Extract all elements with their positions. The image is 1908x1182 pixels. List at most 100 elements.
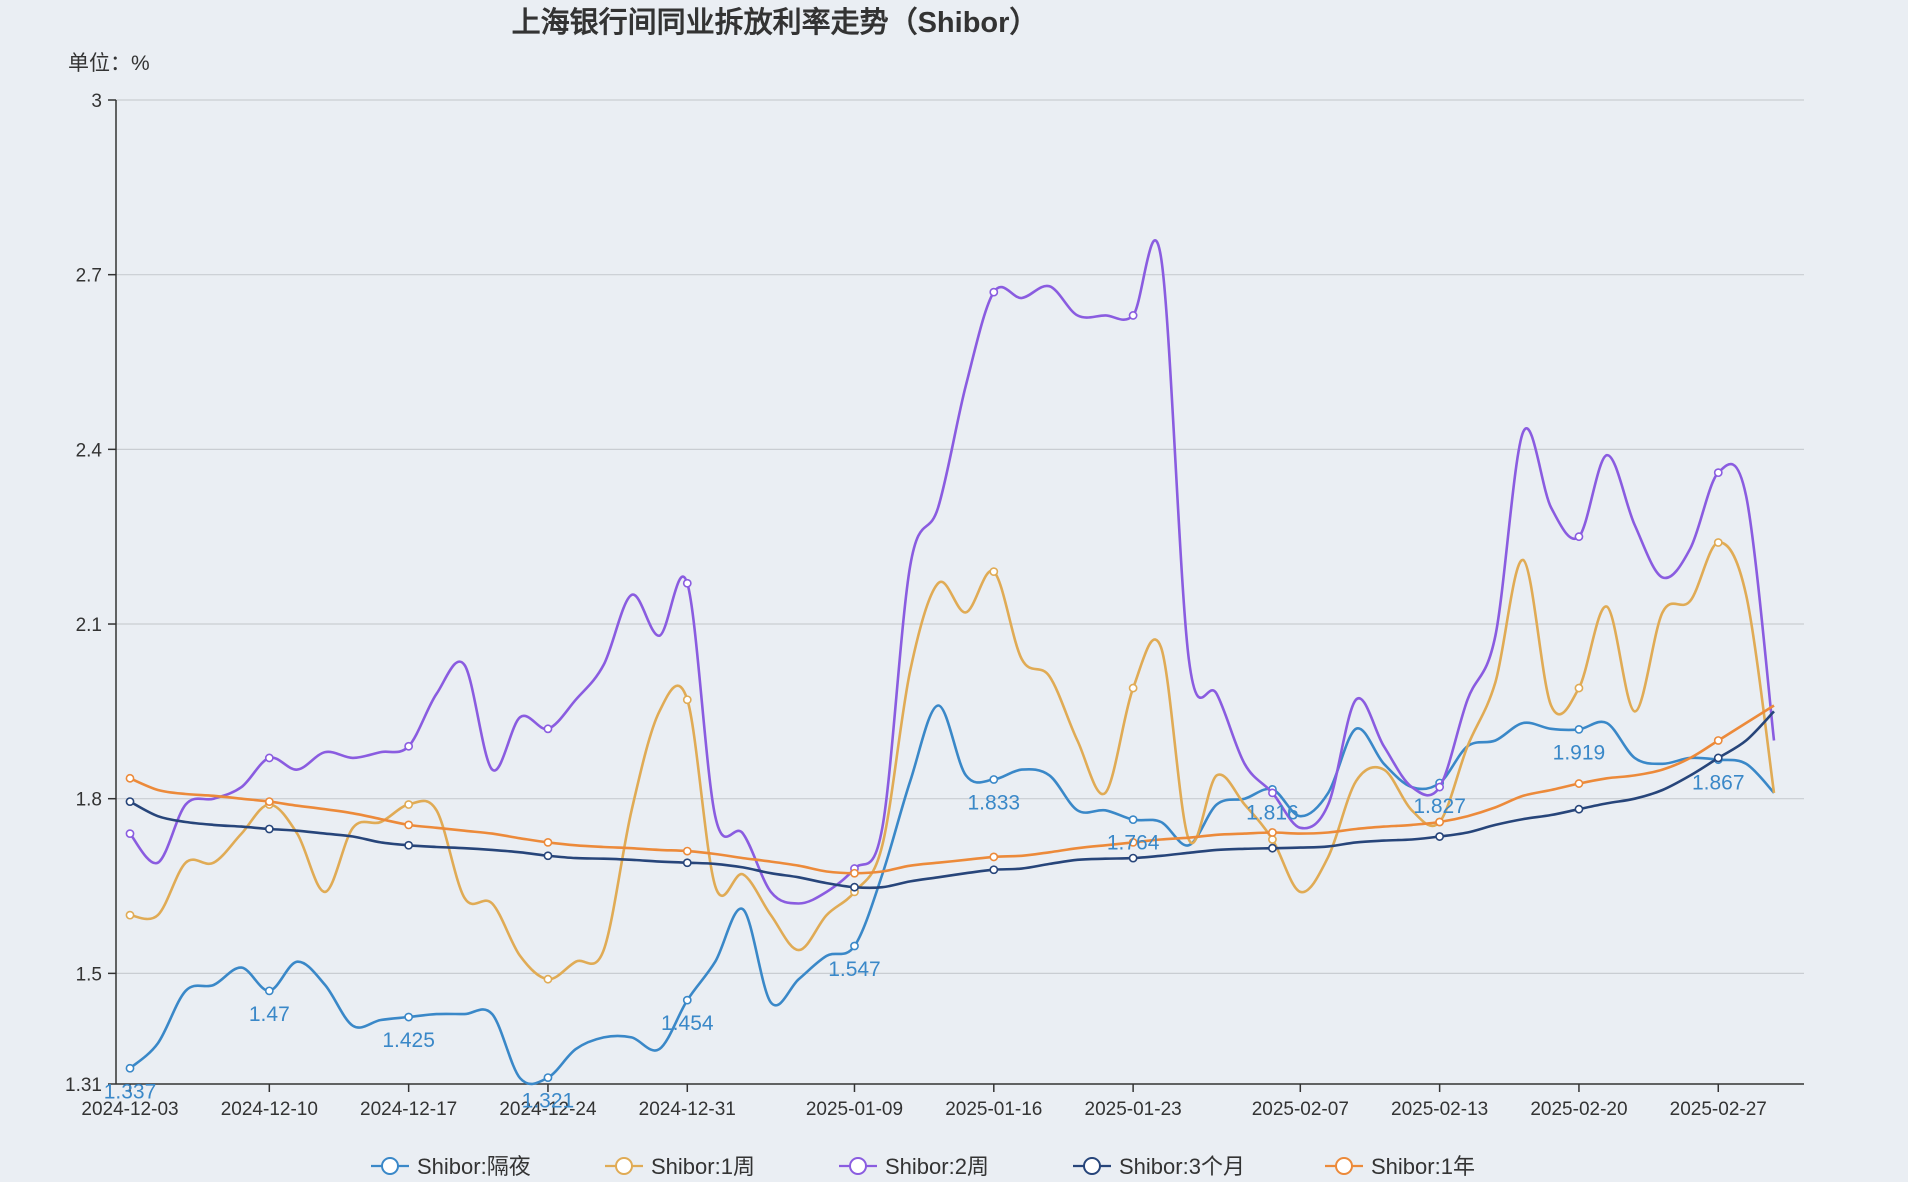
x-tick-label: 2025-02-20 [1530,1099,1627,1120]
x-tick-label: 2025-02-13 [1391,1099,1488,1120]
data-point[interactable] [125,829,135,839]
data-point[interactable] [989,852,999,862]
data-point[interactable] [543,724,553,734]
chart-title: 上海银行间同业拆放利率走势（Shibor） [512,5,1039,39]
x-tick-label: 2024-12-10 [221,1099,318,1120]
data-point[interactable] [1435,832,1445,841]
data-point[interactable] [543,974,553,984]
legend-swatch-marker [849,1157,867,1175]
series-line [129,704,1775,1086]
y-tick-label: 1.31 [65,1075,102,1096]
data-point[interactable] [989,865,999,875]
data-label: 1.919 [1553,741,1606,764]
data-label-layer: 1.337 1.47 1.425 1.321 1.454 1.547 1.833 1.764 1… [104,741,1745,1112]
legend-label: Shibor:1年 [1371,1154,1475,1179]
data-label: 1.321 [522,1090,575,1113]
data-point[interactable] [850,868,859,878]
legend-item-1[interactable]: Shibor:隔夜 [371,1154,531,1179]
data-point[interactable] [264,797,274,807]
legend-label: Shibor:3个月 [1119,1154,1245,1179]
data-point[interactable] [264,986,274,996]
data-point[interactable] [1713,736,1723,745]
data-point[interactable] [1128,853,1138,863]
series-3 [125,239,1776,905]
data-point[interactable] [682,995,692,1005]
data-label: 1.867 [1692,772,1745,795]
data-point[interactable] [1268,788,1277,798]
data-point[interactable] [1574,804,1584,814]
data-point[interactable] [125,1063,135,1073]
data-point[interactable] [404,820,414,830]
data-point[interactable] [404,741,414,751]
data-point[interactable] [264,824,274,834]
data-point[interactable] [125,773,135,783]
x-tick-label: 2024-12-31 [639,1099,736,1120]
y-tick-label: 1.8 [76,790,102,811]
y-tick-label: 2.7 [76,266,102,287]
y-tick-label: 2.1 [76,615,102,636]
data-label: 1.833 [968,791,1021,814]
data-point[interactable] [1128,837,1138,847]
series-line [129,704,1775,875]
data-point[interactable] [1574,779,1584,788]
data-point[interactable] [1574,532,1584,542]
legend-label: Shibor:隔夜 [417,1154,531,1179]
unit-label: 单位：% [68,52,150,75]
data-label: 1.337 [104,1080,157,1103]
data-point[interactable] [989,287,999,297]
grid-layer [116,99,1804,974]
data-point[interactable] [404,840,414,850]
data-point[interactable] [682,858,692,868]
legend[interactable]: Shibor:隔夜 Shibor:1周 Shibor:2周 Shibor:3个月 Shi… [371,1154,1475,1179]
x-tick-label: 2025-02-27 [1670,1099,1767,1120]
data-point[interactable] [1128,311,1138,320]
data-point[interactable] [1435,817,1445,827]
data-label: 1.47 [249,1003,290,1026]
data-point[interactable] [850,882,859,892]
data-point[interactable] [1268,828,1277,837]
data-point[interactable] [1713,753,1723,763]
data-label: 1.454 [661,1012,714,1035]
data-point[interactable] [682,578,692,588]
data-point[interactable] [682,846,692,856]
data-point[interactable] [1574,725,1584,734]
data-point[interactable] [404,1012,414,1022]
series-2 [125,538,1776,984]
data-point[interactable] [989,567,999,577]
y-tick-label: 3 [91,91,102,112]
x-tick-label: 2024-12-03 [81,1099,178,1120]
data-point[interactable] [404,800,414,809]
data-point[interactable] [543,851,553,861]
legend-item-4[interactable]: Shibor:3个月 [1073,1154,1245,1179]
data-point[interactable] [1713,538,1723,547]
series-line [128,239,1776,905]
legend-label: Shibor:2周 [885,1154,989,1179]
data-point[interactable] [543,1073,553,1082]
data-point[interactable] [543,837,553,847]
data-point[interactable] [1435,782,1445,792]
series-5 [125,704,1775,878]
x-tick-label: 2024-12-24 [499,1099,597,1120]
data-label: 1.764 [1107,832,1160,855]
data-point[interactable] [1268,835,1277,844]
legend-item-5[interactable]: Shibor:1年 [1325,1154,1475,1179]
data-point[interactable] [1574,683,1584,693]
data-point[interactable] [1128,815,1138,825]
data-point[interactable] [1268,843,1277,853]
legend-item-2[interactable]: Shibor:1周 [605,1154,755,1179]
data-point[interactable] [682,695,692,705]
data-point[interactable] [264,753,274,763]
data-point[interactable] [850,941,859,951]
data-point[interactable] [1128,683,1138,693]
data-point[interactable] [125,910,135,920]
data-point[interactable] [1713,468,1723,478]
legend-item-3[interactable]: Shibor:2周 [839,1154,989,1179]
legend-label: Shibor:1周 [651,1154,755,1179]
x-tick-label: 2025-02-07 [1252,1099,1349,1120]
x-tick-label: 2025-01-23 [1085,1099,1182,1120]
x-tick-label: 2025-01-09 [806,1099,903,1120]
data-point[interactable] [989,775,999,784]
data-point[interactable] [125,797,135,807]
y-tick-label: 2.4 [76,440,103,461]
